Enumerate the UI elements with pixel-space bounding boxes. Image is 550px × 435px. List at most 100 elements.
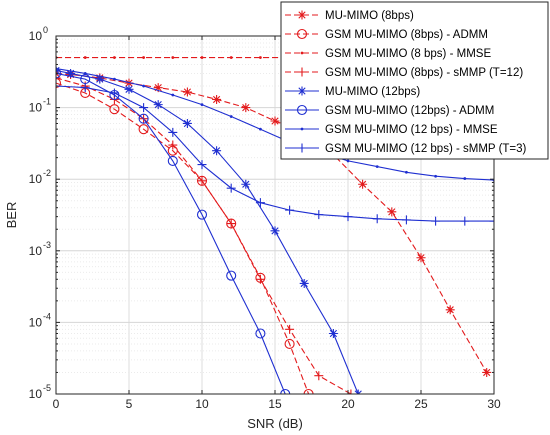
data-point-marker: [171, 56, 175, 59]
data-point-marker: [314, 210, 324, 220]
data-point-marker: [226, 270, 237, 281]
data-point-marker: [270, 116, 280, 126]
legend-marker: [296, 104, 308, 116]
legend-label: GSM MU-MIMO (8 bps) - MMSE: [325, 48, 491, 60]
series-line: [56, 72, 286, 394]
legend-label: GSM MU-MIMO (12 bps) - MMSE: [325, 124, 498, 136]
y-tick-exponent: -4: [43, 311, 51, 321]
data-point-marker: [196, 209, 208, 220]
x-tick-label: 10: [195, 397, 209, 411]
data-point-marker: [168, 140, 178, 150]
data-point-marker: [113, 77, 116, 81]
data-point-marker: [109, 104, 120, 115]
series-5: [56, 65, 363, 394]
data-point-marker: [280, 388, 291, 394]
data-point-marker: [142, 84, 146, 88]
legend-marker: [300, 51, 304, 55]
data-point-marker: [56, 78, 62, 89]
data-point-marker: [346, 159, 350, 163]
y-tick-label: 10: [29, 244, 43, 258]
data-point-marker: [124, 84, 134, 94]
x-tick-label: 30: [487, 397, 501, 411]
data-point-marker: [109, 88, 119, 98]
data-point-marker: [299, 278, 309, 288]
data-point-marker: [229, 56, 233, 59]
data-point-marker: [153, 100, 163, 110]
data-point-marker: [212, 146, 222, 156]
data-point-marker: [200, 56, 204, 59]
data-point-marker: [113, 56, 116, 59]
data-point-marker: [358, 179, 368, 189]
data-point-marker: [142, 56, 146, 59]
data-point-marker: [285, 324, 295, 334]
data-point-marker: [197, 176, 207, 186]
y-tick-exponent: -1: [43, 97, 51, 107]
legend-marker: [297, 86, 307, 96]
data-point-marker: [182, 118, 192, 128]
data-point-marker: [212, 94, 222, 104]
data-point-marker: [226, 183, 236, 193]
data-point-marker: [489, 216, 494, 226]
data-point-marker: [138, 124, 149, 135]
legend-label: GSM MU-MIMO (8bps) - ADMM: [325, 29, 488, 41]
data-point-marker: [463, 177, 467, 180]
data-point-marker: [171, 93, 175, 97]
data-point-marker: [56, 73, 61, 83]
y-tick-label: 10: [29, 387, 43, 401]
y-tick-exponent: -2: [43, 168, 51, 178]
y-tick-label: 10: [29, 172, 43, 186]
x-tick-label: 5: [126, 397, 133, 411]
y-tick-exponent: -3: [43, 240, 51, 250]
legend-label: GSM MU-MIMO (12 bps) - sMMP (T=3): [325, 143, 527, 155]
legend-marker: [297, 67, 307, 77]
x-tick-label: 0: [53, 397, 60, 411]
data-point-marker: [285, 205, 295, 215]
data-point-marker: [241, 103, 251, 113]
data-point-marker: [83, 56, 87, 59]
data-point-marker: [482, 367, 492, 377]
data-point-marker: [168, 127, 178, 137]
y-tick-exponent: -5: [43, 383, 51, 393]
data-point-marker: [375, 165, 379, 168]
x-tick-label: 25: [414, 397, 428, 411]
x-axis-label: SNR (dB): [247, 416, 303, 431]
data-point-marker: [405, 170, 408, 174]
data-point-marker: [314, 371, 324, 381]
data-point-marker: [259, 127, 262, 131]
data-point-marker: [138, 113, 149, 124]
data-point-marker: [431, 216, 441, 226]
data-point-marker: [372, 214, 382, 224]
legend-box: [280, 1, 549, 160]
y-tick-label: 10: [29, 315, 43, 329]
data-point-marker: [434, 174, 437, 178]
series-6: [56, 68, 291, 394]
series-line: [56, 68, 494, 181]
data-point-marker: [303, 388, 314, 394]
data-point-marker: [56, 81, 61, 91]
data-point-marker: [401, 215, 411, 225]
legend-label: GSM MU-MIMO (8bps) - sMMP (T=12): [325, 67, 523, 79]
data-point-marker: [182, 87, 192, 97]
legend-marker: [296, 28, 308, 40]
data-point-marker: [255, 198, 265, 208]
data-point-marker: [346, 389, 356, 394]
legend-label: MU-MIMO (8bps): [325, 10, 414, 22]
series-line: [56, 69, 359, 394]
series-layer: [56, 56, 494, 394]
data-point-marker: [270, 226, 280, 236]
data-point-marker: [95, 74, 105, 84]
data-point-marker: [445, 305, 455, 315]
data-point-marker: [80, 83, 90, 93]
x-tick-label: 20: [341, 397, 355, 411]
x-tick-label: 15: [268, 397, 282, 411]
y-axis-label: BER: [4, 202, 19, 229]
data-point-marker: [328, 328, 338, 338]
data-point-marker: [255, 328, 266, 339]
data-point-marker: [387, 207, 397, 217]
data-point-marker: [226, 219, 236, 229]
y-tick-label: 10: [29, 101, 43, 115]
data-point-marker: [56, 68, 62, 79]
legend-marker: [300, 127, 304, 131]
